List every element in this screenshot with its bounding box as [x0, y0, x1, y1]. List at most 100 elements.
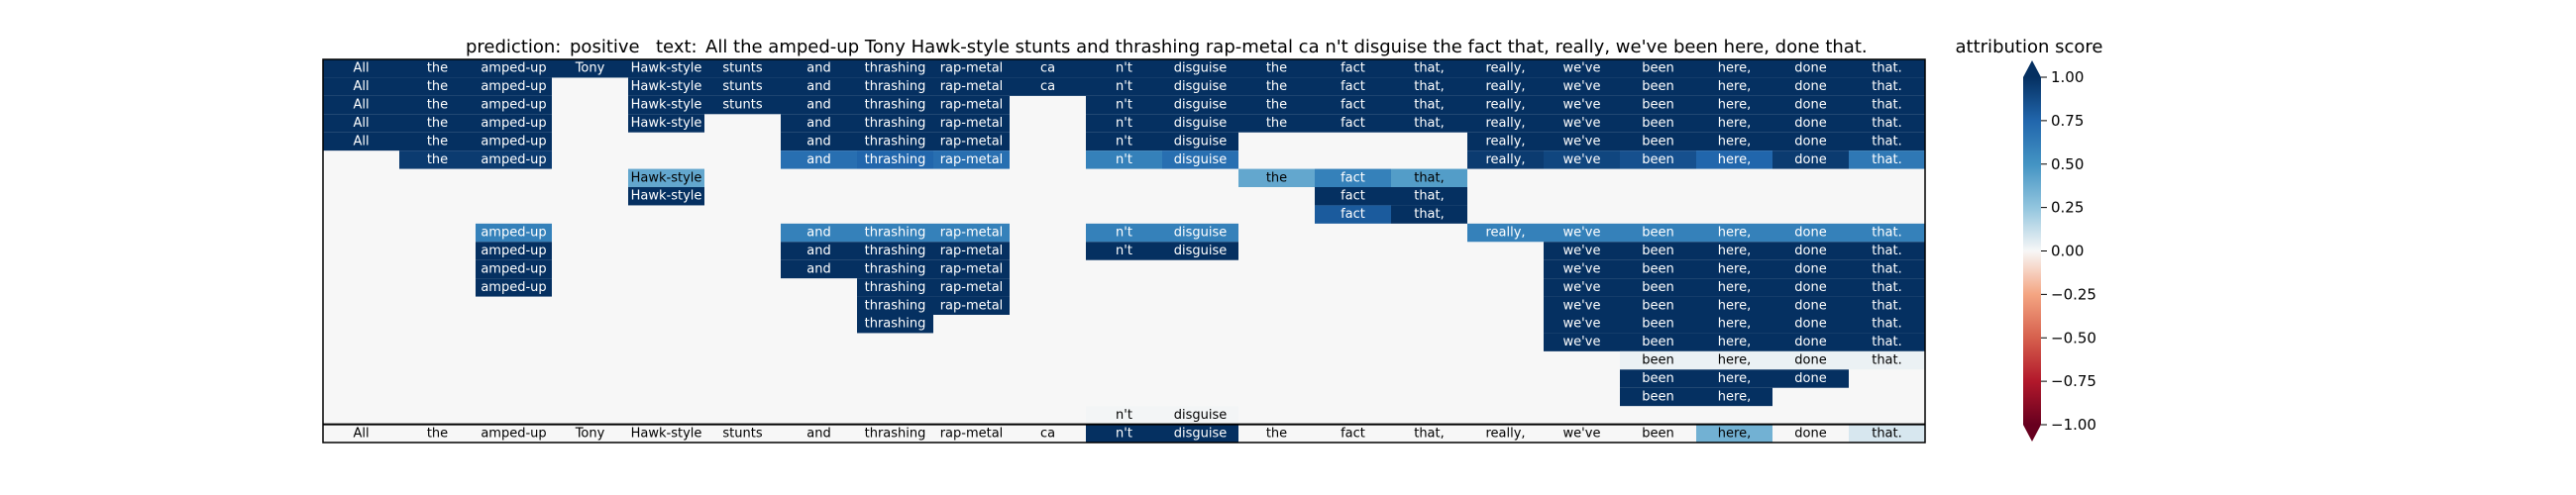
cell-token-label: here,	[1718, 371, 1751, 386]
heatmap-cell	[1620, 95, 1696, 115]
cell-token-label: rap-metal	[940, 134, 1004, 148]
heatmap-cell	[1772, 242, 1849, 260]
cell-token-label: done	[1794, 116, 1826, 131]
cell-token-label: here,	[1718, 335, 1751, 349]
cell-token-label: n't	[1116, 98, 1132, 113]
cell-token-label: been	[1642, 134, 1674, 148]
cell-token-label: done	[1794, 61, 1826, 76]
cell-token-label: that.	[1872, 226, 1902, 241]
colorbar-tick-label: 0.25	[2051, 199, 2084, 217]
heatmap-cell	[1849, 315, 1925, 334]
heatmap-cell	[1696, 296, 1772, 315]
heatmap-cell	[1620, 223, 1696, 243]
token-label: All	[353, 426, 369, 441]
heatmap-cell	[1086, 95, 1162, 115]
token-label: rap-metal	[940, 426, 1004, 441]
cell-token-label: the	[1266, 98, 1287, 113]
heatmap-cell	[1620, 132, 1696, 151]
cell-token-label: Hawk-style	[631, 98, 702, 113]
cell-token-label: the	[1266, 61, 1287, 76]
heatmap-cell	[1544, 59, 1620, 78]
cell-token-label: rap-metal	[940, 298, 1004, 313]
cell-token-label: thrashing	[865, 152, 926, 167]
cell-token-label: been	[1642, 152, 1674, 167]
heatmap-cell	[1315, 168, 1391, 187]
heatmap-cell	[1620, 350, 1696, 370]
heatmap-cell	[1620, 150, 1696, 169]
token-label: that,	[1414, 426, 1445, 441]
token-label: really,	[1485, 426, 1525, 441]
heatmap-cell	[1544, 77, 1620, 96]
cell-token-label: here,	[1718, 79, 1751, 94]
heatmap-cell	[399, 59, 476, 78]
heatmap-cell	[857, 150, 933, 169]
heatmap-cell	[1772, 95, 1849, 115]
heatmap-cell	[1849, 114, 1925, 133]
cell-token-label: that,	[1414, 116, 1445, 131]
heatmap-cell	[1772, 132, 1849, 151]
heatmap-cell	[1315, 187, 1391, 206]
cell-token-label: we've	[1563, 317, 1601, 332]
cell-token-label: All	[353, 116, 369, 131]
cell-token-label: n't	[1116, 116, 1132, 131]
colorbar-ticks: 1.00 0.75 0.50 0.25 0.00 −0.25 −0.50 −0.75 −1.00	[2041, 68, 2096, 434]
heatmap-cell	[1238, 95, 1315, 115]
token-label: done	[1794, 426, 1826, 441]
heatmap-cell	[1696, 315, 1772, 334]
cell-token-label: disguise	[1174, 244, 1228, 258]
cell-token-label: amped-up	[481, 134, 546, 148]
cell-token-label: the	[427, 152, 448, 167]
cell-token-label: thrashing	[865, 79, 926, 94]
heatmap-cell	[628, 95, 704, 115]
heatmap-cell	[476, 259, 552, 279]
heatmap-cell	[1162, 132, 1238, 151]
heatmap-cell	[1162, 242, 1238, 260]
heatmap-cell	[933, 114, 1010, 133]
heatmap-cell	[628, 187, 704, 206]
cell-token-label: we've	[1563, 98, 1601, 113]
cell-token-label: that,	[1414, 189, 1445, 204]
heatmap-cell	[1391, 205, 1467, 224]
heatmap-cell	[1544, 223, 1620, 243]
heatmap-cell	[1620, 369, 1696, 388]
cell-token-label: n't	[1116, 79, 1132, 94]
cell-token-label: here,	[1718, 98, 1751, 113]
heatmap-cell	[933, 259, 1010, 279]
token-label: and	[806, 426, 830, 441]
cell-token-label: rap-metal	[940, 61, 1004, 76]
heatmap-cell	[857, 77, 933, 96]
heatmap-cell	[933, 59, 1010, 78]
cell-token-label: here,	[1718, 280, 1751, 295]
cell-token-label: done	[1794, 134, 1826, 148]
heatmap-cell	[628, 114, 704, 133]
heatmap-cell	[476, 132, 552, 151]
cell-token-label: that.	[1872, 152, 1902, 167]
cell-token-label: amped-up	[481, 152, 546, 167]
cell-token-label: that.	[1872, 116, 1902, 131]
cell-token-label: been	[1642, 79, 1674, 94]
heatmap-cell	[1467, 132, 1544, 151]
heatmap-cell	[1620, 296, 1696, 315]
token-label: Tony	[575, 426, 605, 441]
heatmap-cell	[1620, 59, 1696, 78]
cell-token-label: been	[1642, 371, 1674, 386]
heatmap-cell	[857, 296, 933, 315]
heatmap-cell	[1391, 114, 1467, 133]
token-label: been	[1642, 426, 1674, 441]
cell-token-label: n't	[1116, 152, 1132, 167]
cell-token-label: disguise	[1174, 134, 1228, 148]
heatmap-cell	[323, 114, 399, 133]
heatmap-cell	[1849, 59, 1925, 78]
heatmap-cell	[1620, 259, 1696, 279]
heatmap-cell	[1849, 424, 1925, 443]
cell-token-label: amped-up	[481, 98, 546, 113]
token-label: thrashing	[865, 426, 926, 441]
heatmap-cell	[1849, 95, 1925, 115]
heatmap-cell	[1772, 150, 1849, 169]
cell-token-label: the	[427, 134, 448, 148]
cell-token-label: thrashing	[865, 317, 926, 332]
heatmap-cell	[1467, 223, 1544, 243]
cell-token-label: n't	[1116, 134, 1132, 148]
cell-token-label: rap-metal	[940, 280, 1004, 295]
heatmap-cell	[933, 242, 1010, 260]
